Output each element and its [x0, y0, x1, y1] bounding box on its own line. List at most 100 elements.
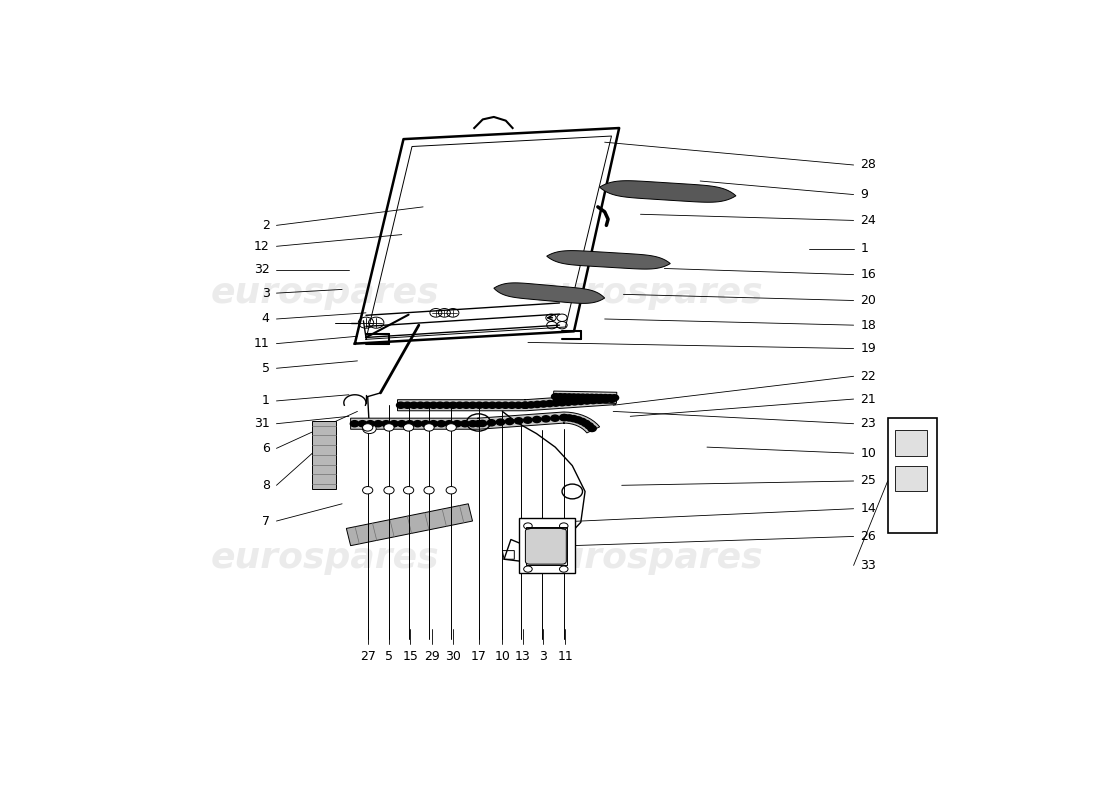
Text: 8: 8: [262, 479, 270, 492]
Circle shape: [610, 394, 618, 401]
Circle shape: [560, 414, 569, 421]
Circle shape: [527, 402, 536, 408]
Circle shape: [363, 486, 373, 494]
Circle shape: [595, 397, 604, 403]
Text: 33: 33: [860, 559, 877, 572]
Circle shape: [601, 394, 609, 401]
Circle shape: [444, 421, 453, 426]
Circle shape: [570, 394, 579, 400]
Circle shape: [424, 424, 434, 431]
Text: 2: 2: [262, 219, 270, 232]
Circle shape: [561, 394, 569, 400]
Text: eurospares: eurospares: [535, 276, 763, 310]
Text: 27: 27: [360, 650, 375, 663]
Text: 26: 26: [860, 530, 877, 543]
Text: 6: 6: [262, 442, 270, 455]
Circle shape: [404, 424, 414, 431]
Bar: [526, 527, 568, 566]
Circle shape: [583, 398, 591, 404]
Circle shape: [505, 418, 514, 425]
Circle shape: [592, 394, 601, 401]
Text: 5: 5: [262, 362, 270, 374]
Circle shape: [447, 486, 456, 494]
Text: eurospares: eurospares: [211, 276, 439, 310]
Polygon shape: [351, 412, 600, 433]
Text: 29: 29: [424, 650, 440, 663]
Circle shape: [382, 421, 390, 426]
Circle shape: [524, 417, 532, 423]
Circle shape: [551, 394, 560, 400]
Circle shape: [449, 402, 458, 408]
Circle shape: [475, 402, 484, 408]
Circle shape: [587, 426, 596, 431]
Text: 22: 22: [860, 370, 877, 382]
Circle shape: [570, 398, 579, 405]
Circle shape: [564, 399, 573, 406]
Circle shape: [488, 402, 496, 408]
Circle shape: [478, 420, 486, 426]
Circle shape: [374, 421, 383, 426]
Circle shape: [515, 418, 522, 424]
Circle shape: [560, 414, 568, 421]
Circle shape: [447, 424, 456, 431]
Circle shape: [421, 421, 430, 426]
Circle shape: [579, 394, 587, 400]
Polygon shape: [397, 394, 616, 410]
Text: 9: 9: [860, 188, 868, 201]
Circle shape: [363, 424, 373, 431]
Text: 15: 15: [403, 650, 418, 663]
Text: 13: 13: [515, 650, 530, 663]
Circle shape: [532, 417, 541, 422]
Text: 25: 25: [860, 474, 877, 487]
Text: 23: 23: [860, 418, 877, 430]
FancyBboxPatch shape: [526, 529, 566, 564]
Circle shape: [429, 402, 438, 408]
Text: 4: 4: [262, 313, 270, 326]
Circle shape: [570, 415, 578, 422]
Circle shape: [582, 420, 590, 426]
Circle shape: [437, 421, 446, 426]
Text: 16: 16: [860, 268, 877, 281]
Circle shape: [556, 394, 564, 400]
Circle shape: [487, 420, 496, 426]
Text: 18: 18: [860, 318, 877, 332]
Text: 1: 1: [860, 242, 868, 255]
Circle shape: [495, 402, 503, 408]
Circle shape: [384, 424, 394, 431]
Circle shape: [422, 402, 431, 408]
Text: 5: 5: [385, 650, 393, 663]
Circle shape: [602, 397, 609, 402]
Circle shape: [363, 424, 376, 434]
Circle shape: [404, 486, 414, 494]
Circle shape: [416, 402, 425, 408]
Text: 14: 14: [860, 502, 877, 515]
Circle shape: [436, 402, 444, 408]
Circle shape: [541, 416, 550, 422]
Circle shape: [462, 402, 471, 408]
Circle shape: [502, 402, 509, 408]
Circle shape: [496, 419, 505, 426]
Circle shape: [521, 402, 530, 408]
Circle shape: [587, 394, 596, 401]
Text: 21: 21: [860, 393, 877, 406]
Polygon shape: [547, 250, 670, 269]
Circle shape: [539, 401, 548, 407]
Circle shape: [359, 421, 366, 426]
Circle shape: [414, 421, 422, 426]
Text: eurospares: eurospares: [211, 541, 439, 575]
Circle shape: [409, 402, 418, 408]
Circle shape: [508, 402, 516, 408]
Circle shape: [461, 421, 470, 426]
Circle shape: [565, 415, 573, 421]
Circle shape: [574, 394, 583, 400]
Circle shape: [607, 396, 616, 402]
Circle shape: [442, 402, 451, 408]
Text: 32: 32: [254, 263, 270, 276]
Bar: [894, 430, 927, 456]
Polygon shape: [553, 391, 617, 403]
Circle shape: [606, 394, 614, 401]
Circle shape: [565, 394, 573, 400]
Circle shape: [403, 402, 411, 408]
Circle shape: [583, 394, 592, 400]
Text: 3: 3: [539, 650, 547, 663]
